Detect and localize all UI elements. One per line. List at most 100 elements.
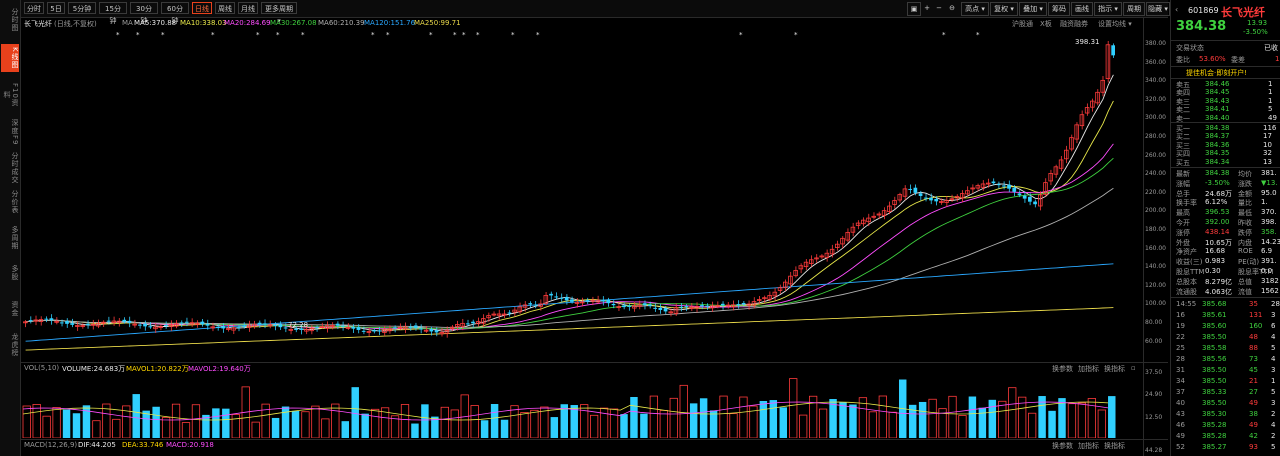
draw-line-button[interactable]: 画线 [1071, 2, 1093, 16]
sidebar-item-multi-period[interactable]: 多周期 [11, 226, 19, 250]
ask-row: 5 [1268, 105, 1273, 114]
volume-bar [809, 395, 818, 438]
volume-bar [938, 408, 947, 438]
tick-row: 385.28 [1202, 421, 1227, 429]
candle [528, 301, 533, 308]
ask-row: 卖二 [1176, 106, 1190, 115]
candle [663, 306, 668, 315]
vol-axis-low: 12.50 [1145, 414, 1163, 421]
event-marker[interactable]: * [429, 31, 433, 39]
event-marker[interactable]: * [276, 31, 280, 39]
event-marker[interactable]: * [976, 31, 980, 39]
stat-row: 最高 [1176, 209, 1190, 218]
event-marker[interactable]: * [371, 31, 375, 39]
event-marker[interactable]: * [256, 31, 260, 39]
vol-change-params-link[interactable]: 换参数 [1052, 365, 1073, 373]
period-30min-button[interactable]: 30分钟 [130, 2, 158, 25]
stat-row: 0.0 [1261, 267, 1273, 275]
zoom-in-icon[interactable]: + [924, 4, 930, 12]
candle [861, 217, 866, 227]
event-marker[interactable]: * [136, 31, 140, 39]
bid-row: 116 [1263, 124, 1277, 132]
event-marker[interactable]: * [942, 31, 946, 39]
volume-bar [818, 408, 828, 438]
event-marker[interactable]: * [462, 31, 466, 39]
bid-row: 384.36 [1205, 140, 1230, 149]
candle [559, 293, 564, 302]
set-ma-link[interactable]: 设置均线 ▾ [1098, 20, 1132, 28]
sidebar-item-dragon-tiger[interactable]: 龙虎榜 [11, 333, 19, 357]
overlay-button[interactable]: 叠加 ▾ [1019, 2, 1047, 16]
event-marker[interactable]: * [794, 31, 798, 39]
sidebar-item-kline[interactable]: K线图 [1, 44, 19, 72]
event-marker[interactable]: * [301, 31, 305, 39]
period-daily-button[interactable]: 日线 [192, 2, 212, 14]
period-weekly-button[interactable]: 周线 [215, 2, 235, 14]
event-marker[interactable]: * [476, 31, 480, 39]
high-point-button[interactable]: 高点 ▾ [961, 2, 989, 16]
volume-bar [52, 407, 61, 438]
volume-bar [480, 420, 489, 438]
macd-switch-indicator-link[interactable]: 换指标 [1104, 442, 1125, 450]
event-marker[interactable]: * [116, 31, 120, 39]
sidebar-item-tick[interactable]: 分时成交 [11, 152, 19, 184]
hide-button[interactable]: 隐藏 ▾ [1146, 2, 1170, 16]
period-60min-button[interactable]: 60分钟 [161, 2, 189, 25]
candle [319, 322, 325, 329]
chips-button[interactable]: 筹码 [1048, 2, 1070, 16]
vol-close-icon[interactable]: ▫ [1131, 364, 1136, 372]
cycle-button[interactable]: 周期 [1123, 2, 1145, 16]
period-15min-button[interactable]: 15分钟 [99, 2, 127, 25]
stat-row: 14.23 [1261, 237, 1280, 246]
event-marker[interactable]: * [536, 31, 540, 39]
hk-connect-link[interactable]: 沪股通 [1012, 20, 1033, 28]
period-monthly-button[interactable]: 月线 [238, 2, 258, 14]
candle [736, 300, 741, 309]
vol-switch-indicator-link[interactable]: 换指标 [1104, 365, 1125, 373]
price-axis-tick: 200.00 [1145, 207, 1166, 215]
candle [361, 326, 366, 335]
candlestick-chart[interactable]: * * * * * * * * * * * * * * * * * * * [21, 28, 1143, 362]
sidebar-item-depth[interactable]: 深度F9 [11, 118, 19, 146]
event-marker[interactable]: * [511, 31, 515, 39]
event-marker[interactable]: * [739, 31, 743, 39]
period-5min-button[interactable]: 5分钟 [68, 2, 96, 14]
indicator-button[interactable]: 指示 ▾ [1094, 2, 1122, 16]
sidebar-item-intraday[interactable]: 分时图 [11, 8, 19, 32]
event-marker[interactable]: * [211, 31, 215, 39]
collapse-panel-icon[interactable]: ‹ [1175, 5, 1179, 14]
period-intraday-button[interactable]: 分时 [24, 2, 44, 14]
adjust-button[interactable]: 复权 ▾ [990, 2, 1018, 16]
open-account-promo[interactable]: 提佳机会·即刻开户! [1186, 69, 1248, 77]
period-5day-button[interactable]: 5日 [47, 2, 65, 14]
sidebar-item-fund[interactable]: 资金 [11, 301, 19, 317]
x-board-link[interactable]: X板 [1040, 20, 1052, 28]
collapse-icon[interactable]: ⊖ [949, 4, 955, 12]
ask-row: 384.45 [1205, 88, 1230, 97]
candle [835, 240, 840, 251]
event-marker[interactable]: * [386, 31, 390, 39]
stat-row: 384.38 [1205, 169, 1230, 177]
candle [585, 297, 590, 305]
volume-bar [978, 407, 987, 438]
vol-add-indicator-link[interactable]: 加指标 [1078, 365, 1099, 373]
event-marker[interactable]: * [161, 31, 165, 39]
candle [486, 312, 491, 322]
sidebar-item-f10[interactable]: F10资料 [3, 83, 19, 107]
last-price: 384.38 [1176, 19, 1227, 34]
window-icon[interactable]: ▣ [907, 2, 921, 16]
stat-row: 收益(三) [1176, 258, 1203, 267]
event-marker[interactable]: * [453, 31, 457, 39]
stat-row: -3.50% [1205, 178, 1230, 187]
ask-row: 卖四 [1176, 89, 1190, 98]
zoom-out-icon[interactable]: − [936, 4, 942, 12]
macd-change-params-link[interactable]: 换参数 [1052, 442, 1073, 450]
candle [460, 318, 465, 331]
margin-trading-link[interactable]: 融资融券 [1060, 20, 1088, 28]
macd-add-indicator-link[interactable]: 加指标 [1078, 442, 1099, 450]
sidebar-item-price-table[interactable]: 分价表 [11, 190, 19, 214]
more-periods-button[interactable]: 更多周期 ▾ [261, 2, 297, 25]
sidebar-item-multi-stock[interactable]: 多股 [11, 265, 19, 281]
candle [595, 295, 601, 304]
candle [95, 319, 101, 329]
